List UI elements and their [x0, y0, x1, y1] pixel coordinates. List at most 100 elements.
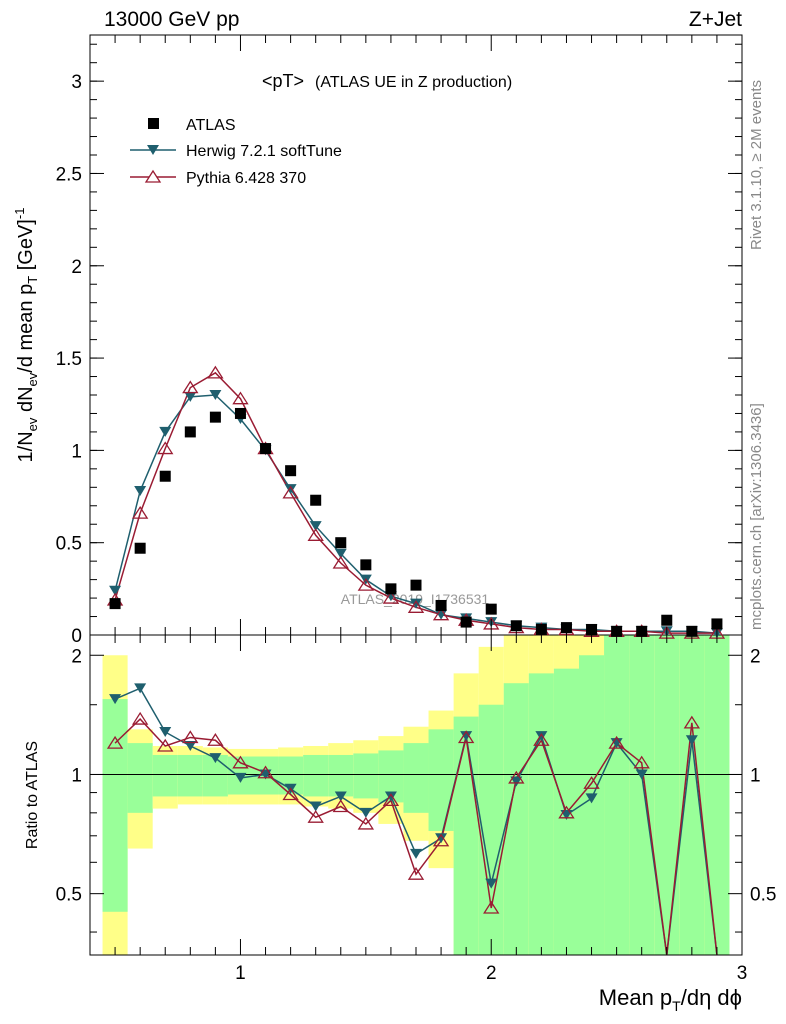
header-left: 13000 GeV pp	[104, 8, 239, 31]
herwig-ratio-point	[209, 753, 222, 764]
atlas-point	[661, 614, 673, 626]
ratio-y-tick-label-right: 0.5	[750, 885, 776, 906]
legend-label-pythia: Pythia 6.428 370	[186, 170, 306, 187]
ratio-y-tick-label-right: 1	[750, 765, 761, 786]
atlas-point	[385, 583, 397, 595]
pythia-point	[232, 391, 249, 405]
pythia-point	[157, 441, 174, 455]
herwig-ratio-point	[184, 740, 197, 751]
band-inner-bin	[604, 635, 630, 955]
x-tick-label: 2	[486, 963, 497, 984]
band-inner-bin	[428, 729, 454, 831]
ratio-y-tick-label-right: 2	[750, 646, 761, 667]
atlas-point	[485, 603, 497, 615]
main-y-tick-label: 3	[71, 72, 82, 93]
herwig-point	[284, 484, 297, 495]
atlas-point	[335, 537, 347, 549]
pythia-point	[182, 380, 199, 394]
pythia-ratio-point	[307, 809, 324, 823]
atlas-point	[260, 443, 272, 455]
legend: ATLAS Herwig 7.2.1 softTune Pythia 6.428…	[130, 117, 342, 187]
herwig-ratio-point	[585, 793, 598, 804]
herwig-point	[159, 426, 172, 437]
herwig-ratio-point	[535, 731, 548, 742]
pythia-ratio-point	[257, 765, 274, 779]
herwig-ratio-point	[435, 833, 448, 844]
herwig-ratio-point	[109, 694, 122, 705]
axes: 0 0.5 1 1.5 2 2.5 3 1 2 3 0.5 0.5 1 1 2 2	[56, 35, 776, 984]
band-inner-bin	[704, 635, 730, 955]
band-inner-bin	[102, 699, 128, 912]
band-inner-bin	[303, 754, 329, 797]
pythia-ratio-point	[483, 900, 500, 914]
pythia-ratio-point	[131, 711, 149, 725]
band-inner-bin	[629, 635, 655, 955]
pythia-point	[207, 365, 224, 379]
x-tick-label: 1	[235, 963, 246, 984]
legend-label-atlas: ATLAS	[186, 117, 236, 134]
atlas-point	[360, 559, 372, 571]
main-y-tick-label: 1.5	[56, 349, 82, 370]
herwig-ratio-point	[410, 848, 422, 859]
legend-label-herwig: Herwig 7.2.1 softTune	[186, 143, 342, 160]
pythia-point	[382, 590, 400, 604]
band-inner-bin	[127, 743, 153, 813]
ratio-y-axis-title: Ratio to ATLAS	[24, 741, 41, 849]
atlas-point	[510, 620, 522, 632]
legend-marker-herwig	[147, 145, 159, 155]
pythia-ratio-point	[558, 805, 575, 819]
band-inner-bin	[177, 754, 203, 797]
band-inner-bin	[654, 635, 680, 955]
ratio-y-tick-label: 2	[71, 646, 82, 667]
pythia-ratio-point	[432, 833, 450, 847]
x-tick-label: 3	[737, 963, 748, 984]
atlas-point	[435, 599, 447, 611]
herwig-ratio-point	[610, 738, 623, 749]
herwig-ratio-point	[159, 727, 172, 738]
pythia-ratio-point	[207, 733, 224, 746]
pythia-ratio-point	[407, 866, 425, 880]
band-inner-bin	[528, 673, 554, 955]
ratio-bands	[90, 635, 742, 955]
rivet-version-text: Rivet 3.1.10, ≥ 2M events	[748, 80, 765, 250]
ratio-series	[106, 683, 718, 955]
atlas-point	[234, 407, 246, 419]
pythia-ratio-point	[608, 735, 625, 749]
pythia-ratio-point	[182, 730, 199, 744]
band-inner-bin	[403, 743, 429, 813]
ratio-panel	[89, 634, 743, 956]
pythia-point	[432, 607, 450, 621]
header-right: Z+Jet	[689, 8, 742, 31]
herwig-point	[334, 548, 347, 559]
atlas-point	[209, 411, 221, 423]
pythia-ratio-point	[633, 755, 650, 769]
herwig-point	[184, 391, 197, 402]
atlas-point	[460, 616, 472, 628]
pythia-ratio-point	[357, 816, 375, 830]
pythia-point	[407, 600, 425, 613]
plot-title: <pT> (ATLAS UE in Z production)	[262, 71, 512, 91]
x-axis-title: Mean pT/dη dϕ	[599, 985, 742, 1014]
pythia-ratio-point	[683, 715, 701, 729]
pythia-point	[357, 577, 375, 591]
atlas-point	[410, 579, 422, 591]
herwig-ratio-point	[635, 769, 648, 780]
herwig-ratio-point	[134, 683, 147, 694]
main-y-tick-label: 0.5	[56, 534, 82, 555]
pythia-point	[332, 555, 349, 569]
herwig-point	[109, 585, 122, 596]
band-inner-bin	[353, 753, 379, 799]
plot-title-sub: (ATLAS UE in Z production)	[315, 74, 512, 91]
pythia-ratio-point	[382, 793, 400, 807]
ratio-plot-content	[106, 683, 718, 955]
atlas-point	[310, 494, 322, 506]
herwig-ratio-point	[685, 735, 698, 746]
pythia-ratio-point	[508, 770, 525, 784]
atlas-point	[109, 598, 121, 610]
herwig-ratio-point	[334, 791, 347, 802]
plot-title-main: <pT>	[262, 71, 304, 91]
herwig-ratio-point	[359, 807, 372, 818]
herwig-point	[309, 521, 322, 532]
herwig-point	[410, 598, 422, 609]
